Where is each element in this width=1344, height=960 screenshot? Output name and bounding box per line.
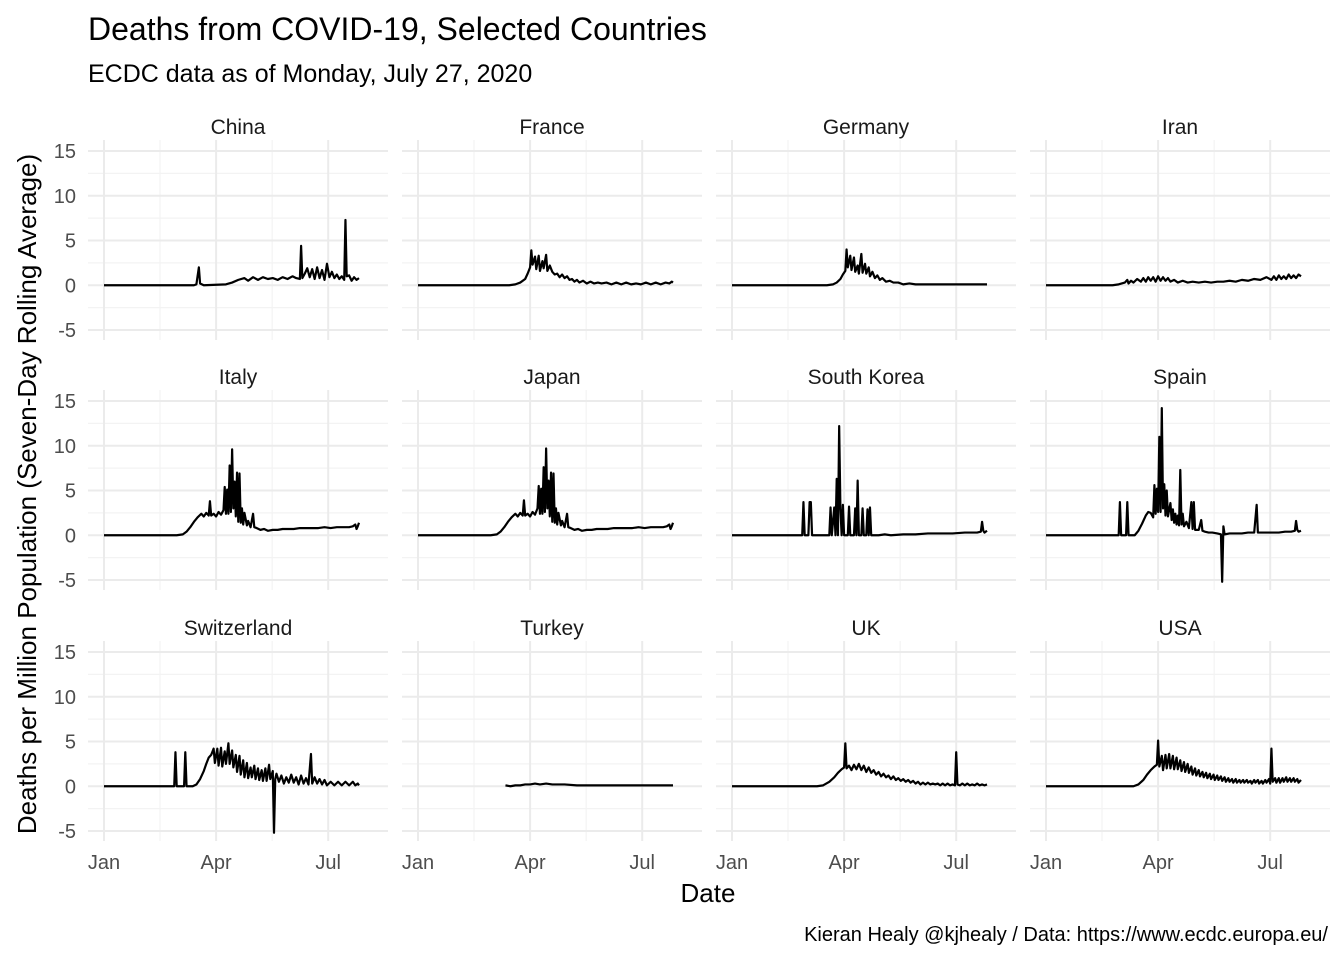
- x-tick-label: Jul: [943, 852, 969, 874]
- y-tick-label: 0: [65, 525, 76, 547]
- panel-grid: [88, 641, 388, 841]
- chart-subtitle: ECDC data as of Monday, July 27, 2020: [88, 60, 532, 88]
- panel-south-korea: South Korea: [716, 366, 1016, 590]
- facet-label: Turkey: [520, 617, 584, 640]
- series-line-switzerland: [104, 742, 360, 834]
- facet-label: Japan: [523, 366, 580, 389]
- panel-grid: [1030, 140, 1330, 340]
- series-line-usa: [1046, 739, 1302, 788]
- y-tick-label: 5: [65, 231, 76, 253]
- series-line-france: [418, 249, 674, 287]
- y-tick-label: 10: [54, 687, 76, 709]
- panel-turkey: Turkey Jan Apr Jul: [402, 617, 702, 874]
- y-tick-label: 5: [65, 732, 76, 754]
- panel-grid: [402, 140, 702, 340]
- series-line-iran: [1046, 273, 1302, 287]
- facet-label: China: [211, 116, 266, 139]
- y-tick-label: 10: [54, 186, 76, 208]
- panel-germany: Germany: [716, 116, 1016, 340]
- x-tick-label: Jul: [315, 852, 341, 874]
- panel-grid: [716, 390, 1016, 590]
- panel-spain: Spain: [1030, 366, 1330, 590]
- facet-label: Iran: [1162, 116, 1198, 139]
- series-line-japan: [418, 447, 675, 537]
- facet-panels: China -5 0 5 10 15 France Germany Iran Italy -5 0 5 1…: [54, 116, 1330, 874]
- panel-switzerland: Switzerland -5 0 5 10 15 Jan Apr Jul: [54, 617, 388, 874]
- y-tick-label: -5: [58, 821, 76, 843]
- y-tick-label: 10: [54, 436, 76, 458]
- panel-iran: Iran: [1030, 116, 1330, 340]
- series-line-spain: [1046, 407, 1302, 583]
- x-tick-label: Jul: [629, 852, 655, 874]
- series-line-china: [104, 218, 360, 287]
- y-tick-label: 15: [54, 642, 76, 664]
- facet-label: Switzerland: [184, 617, 293, 640]
- x-tick-label: Jul: [1257, 852, 1283, 874]
- facet-label: France: [519, 116, 584, 139]
- facet-label: UK: [851, 617, 880, 640]
- y-tick-label: 0: [65, 275, 76, 297]
- series-line-uk: [732, 742, 988, 788]
- y-tick-label: -5: [58, 320, 76, 342]
- panel-grid: [1030, 390, 1330, 590]
- panel-grid: [716, 641, 1016, 841]
- panel-japan: Japan: [402, 366, 702, 590]
- x-tick-label: Jan: [402, 852, 434, 874]
- y-tick-label: 0: [65, 776, 76, 798]
- series-line-italy: [104, 448, 361, 537]
- panel-grid: [402, 641, 702, 841]
- panel-france: France: [402, 116, 702, 340]
- series-line-turkey: [505, 782, 673, 788]
- facet-label: South Korea: [808, 366, 925, 389]
- x-tick-label: Apr: [515, 852, 546, 874]
- chart-caption: Kieran Healy @kjhealy / Data: https://ww…: [804, 924, 1328, 946]
- series-line-south-korea: [732, 424, 988, 537]
- x-tick-label: Apr: [1143, 852, 1174, 874]
- panel-china: China -5 0 5 10 15: [54, 116, 388, 342]
- x-tick-label: Jan: [716, 852, 748, 874]
- y-tick-label: 15: [54, 391, 76, 413]
- facet-label: Germany: [823, 116, 910, 139]
- y-axis-title: Deaths per Million Population (Seven-Day…: [12, 154, 42, 834]
- y-tick-label: 15: [54, 141, 76, 163]
- x-axis-title: Date: [681, 878, 736, 908]
- chart-title: Deaths from COVID-19, Selected Countries: [88, 11, 707, 47]
- panel-grid: [716, 140, 1016, 340]
- y-tick-label: -5: [58, 570, 76, 592]
- x-tick-label: Apr: [829, 852, 860, 874]
- panel-grid: [88, 140, 388, 340]
- panel-grid: [1030, 641, 1330, 841]
- facet-label: Spain: [1153, 366, 1207, 389]
- x-tick-label: Jan: [1030, 852, 1062, 874]
- x-tick-label: Apr: [201, 852, 232, 874]
- y-tick-label: 5: [65, 481, 76, 503]
- facet-label: USA: [1158, 617, 1201, 640]
- panel-usa: USA Jan Apr Jul: [1030, 617, 1330, 874]
- facet-label: Italy: [219, 366, 258, 389]
- panel-italy: Italy -5 0 5 10 15: [54, 366, 388, 592]
- panel-uk: UK Jan Apr Jul: [716, 617, 1016, 874]
- x-tick-label: Jan: [88, 852, 120, 874]
- series-line-germany: [732, 248, 987, 287]
